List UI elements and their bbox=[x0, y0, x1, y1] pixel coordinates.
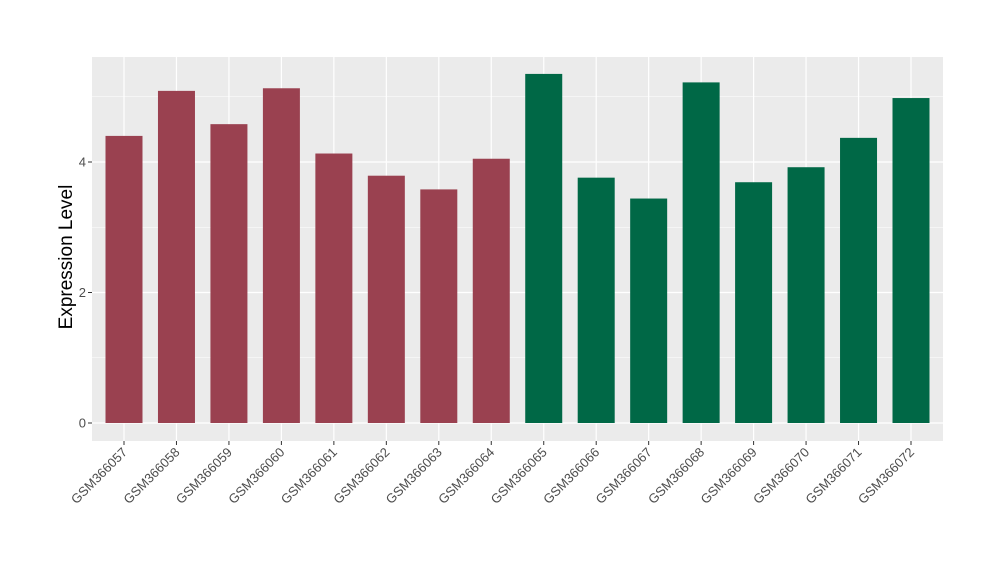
bar-GSM366069 bbox=[735, 182, 773, 423]
bar-GSM366057 bbox=[105, 135, 143, 423]
y-axis-title: Expression Level bbox=[56, 185, 77, 330]
bar-GSM366067 bbox=[630, 198, 668, 423]
bar-GSM366059 bbox=[210, 124, 248, 423]
bar-GSM366068 bbox=[682, 82, 720, 424]
bar-GSM366065 bbox=[525, 73, 563, 423]
bars bbox=[105, 73, 930, 424]
bar-GSM366070 bbox=[787, 167, 825, 423]
y-axis: 0 2 4 bbox=[79, 155, 92, 431]
y-tick-label: 2 bbox=[79, 285, 86, 300]
bar-GSM366058 bbox=[157, 90, 195, 423]
bar-GSM366066 bbox=[577, 177, 615, 423]
x-axis: GSM366057GSM366058GSM366059GSM366060GSM3… bbox=[68, 441, 917, 507]
bar-GSM366063 bbox=[420, 189, 458, 423]
x-tick-label: GSM366072 bbox=[855, 445, 917, 507]
y-tick-label: 0 bbox=[79, 416, 86, 431]
bar-GSM366060 bbox=[262, 88, 300, 423]
bar-GSM366064 bbox=[472, 158, 510, 424]
y-tick-label: 4 bbox=[79, 155, 86, 170]
bar-GSM366061 bbox=[315, 153, 353, 423]
bar-GSM366062 bbox=[367, 175, 405, 423]
bar-GSM366072 bbox=[892, 98, 930, 424]
bar-GSM366071 bbox=[840, 137, 878, 424]
